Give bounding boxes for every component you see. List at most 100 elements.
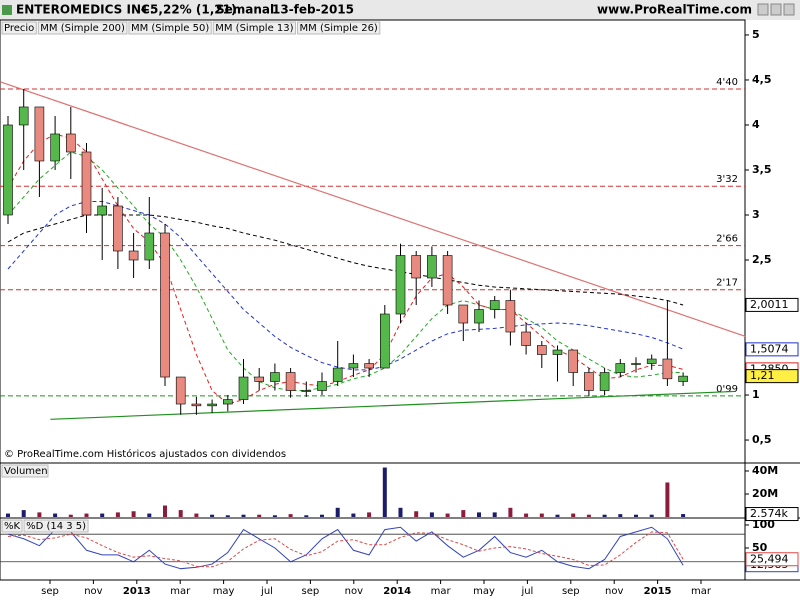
legend-box xyxy=(23,519,89,533)
copyright: © ProRealTime.com Históricos ajustados c… xyxy=(4,448,286,460)
last-value-label: 1,5074 xyxy=(750,342,789,355)
indicator-line xyxy=(7,133,684,405)
legend-box xyxy=(1,519,23,533)
candle-body xyxy=(3,124,13,216)
volume-bar xyxy=(382,467,387,517)
stock-change: +5,22% (1,21) xyxy=(140,3,236,17)
plot-frame xyxy=(0,19,746,581)
candle-body xyxy=(411,255,422,279)
x-tick-label: sep xyxy=(302,586,320,597)
volume-bar xyxy=(586,514,591,517)
candle-body xyxy=(348,363,359,369)
volume-bar xyxy=(304,515,309,517)
y-tick-label: 3 xyxy=(752,208,760,221)
candle-body xyxy=(223,399,233,405)
x-tick-label: may xyxy=(473,586,495,597)
date: 13-feb-2015 xyxy=(272,3,354,17)
legend-entry: MM (Simple 13) xyxy=(215,23,293,34)
candle-body xyxy=(285,372,296,391)
y-tick-label: 40M xyxy=(752,464,778,477)
volume-bar xyxy=(147,513,152,517)
period: Semanal xyxy=(216,3,274,17)
header-bar xyxy=(0,0,800,20)
last-value-box xyxy=(745,369,799,384)
x-tick-label: mar xyxy=(431,586,452,597)
volume-bar xyxy=(492,512,497,517)
volume-bar xyxy=(508,507,513,517)
legend-entry: %K xyxy=(4,521,21,532)
window-button[interactable] xyxy=(783,3,795,16)
indicator-line xyxy=(7,214,684,306)
x-tick-label: 2015 xyxy=(644,586,672,597)
panel-title: Volumen xyxy=(4,466,48,477)
volume-bar xyxy=(194,513,199,517)
level-label: 0'99 xyxy=(716,384,738,395)
x-tick-label: nov xyxy=(84,586,102,597)
legend-box xyxy=(212,21,297,35)
volume-bar xyxy=(6,513,10,517)
legend-box xyxy=(1,21,37,35)
x-tick-label: mar xyxy=(170,586,191,597)
legend-box xyxy=(37,21,128,35)
x-tick-label: sep xyxy=(562,586,580,597)
window-button[interactable] xyxy=(770,3,782,16)
volume-bar xyxy=(649,514,654,517)
last-value-box xyxy=(745,552,799,567)
candle-body xyxy=(34,106,45,162)
volume-bar xyxy=(602,514,607,517)
candle-body xyxy=(584,372,594,391)
y-tick-label: 50 xyxy=(752,541,768,554)
legend-box xyxy=(297,21,381,35)
y-tick-label: 2,5 xyxy=(752,253,772,266)
y-tick-label: 5 xyxy=(752,28,760,41)
level-label: 3'32 xyxy=(716,174,738,185)
candle-body xyxy=(568,349,579,373)
volume-bar xyxy=(37,512,42,517)
candle-body xyxy=(332,367,343,382)
x-tick-label: may xyxy=(213,586,235,597)
candle-body xyxy=(18,106,29,126)
header-icon xyxy=(2,5,12,15)
volume-bar xyxy=(163,505,167,517)
candle-body xyxy=(442,255,453,306)
volume-bar xyxy=(555,514,560,517)
volume-bar xyxy=(257,514,262,517)
candle-body xyxy=(317,381,327,391)
candle-body xyxy=(427,255,437,279)
candle-body xyxy=(379,313,390,369)
panel-title-box xyxy=(1,464,49,478)
volume-bar xyxy=(320,514,324,517)
last-value-label: 2.574k xyxy=(750,507,788,520)
y-tick-label: 0,5 xyxy=(752,433,772,446)
indicator-line xyxy=(7,151,684,392)
candle-body xyxy=(364,363,374,369)
site: www.ProRealTime.com xyxy=(597,3,752,17)
candle-body xyxy=(678,375,688,382)
candle-body xyxy=(270,372,280,382)
window-button[interactable] xyxy=(757,3,769,16)
candle-body xyxy=(646,358,657,364)
trend-line xyxy=(50,390,735,420)
x-tick-label: 2014 xyxy=(383,586,411,597)
y-tick-label: 4,5 xyxy=(752,73,772,86)
volume-bar xyxy=(445,513,450,517)
level-label: 2'17 xyxy=(716,278,738,289)
volume-bar xyxy=(53,513,58,517)
indicator-line xyxy=(7,200,684,371)
candle-body xyxy=(552,349,563,355)
last-value-box xyxy=(745,342,799,357)
x-tick-label: jul xyxy=(260,586,273,597)
trend-line xyxy=(0,81,747,338)
last-value-label: 25,494 xyxy=(750,552,789,565)
candle-body xyxy=(599,372,610,391)
volume-bar xyxy=(367,512,372,517)
candle-body xyxy=(81,151,92,216)
volume-bar xyxy=(571,513,576,517)
volume-bar xyxy=(84,513,89,517)
volume-bar xyxy=(398,507,403,517)
volume-bar xyxy=(68,514,73,517)
volume-bar xyxy=(115,512,120,517)
candle-body xyxy=(395,255,406,315)
candle-body xyxy=(474,309,484,324)
volume-bar xyxy=(414,511,419,517)
